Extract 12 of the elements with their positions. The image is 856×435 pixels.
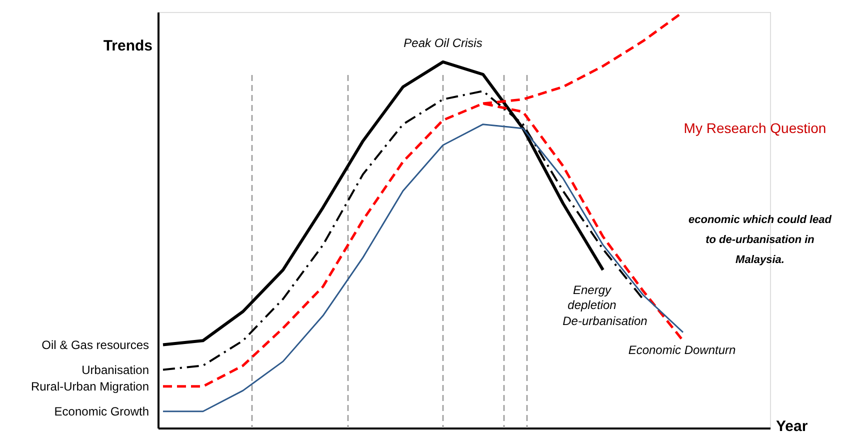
annotation: My Research Question	[684, 120, 826, 136]
series-label: Rural-Urban Migration	[30, 379, 149, 394]
series-label: Urbanisation	[82, 362, 149, 377]
annotation: De-urbanisation	[562, 314, 648, 328]
series-label: Economic Growth	[54, 404, 149, 418]
annotation: economic which could lead to de-urbanisation in Malaysia.	[688, 214, 832, 266]
annotation: Peak Oil Crisis	[404, 36, 482, 50]
annotation: Energy depletion	[568, 283, 617, 312]
series-label: Oil & Gas resources	[42, 338, 149, 352]
x-axis-title: Year	[776, 418, 808, 435]
y-axis-title: Trends	[103, 38, 152, 54]
annotation: Economic Downturn	[628, 343, 736, 357]
